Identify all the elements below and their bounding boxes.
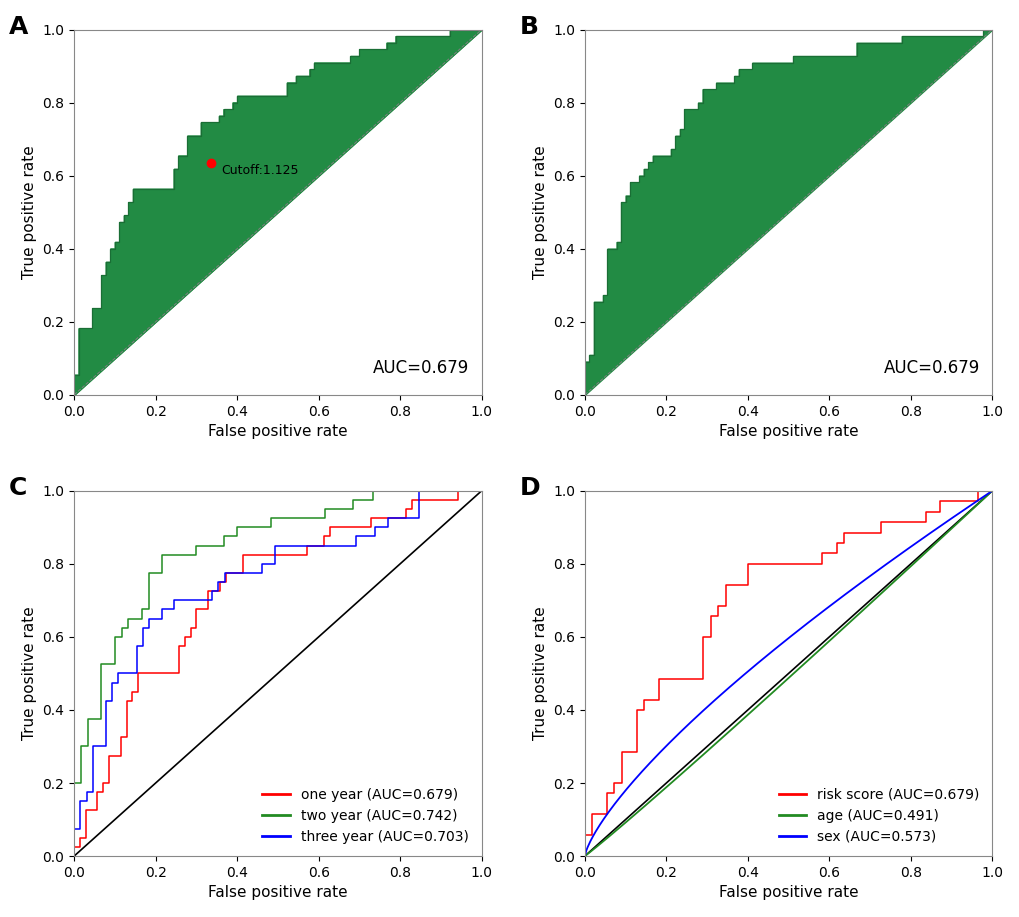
X-axis label: False positive rate: False positive rate [208, 424, 347, 439]
Y-axis label: True positive rate: True positive rate [532, 606, 547, 740]
Text: AUC=0.679: AUC=0.679 [883, 359, 979, 377]
Y-axis label: True positive rate: True positive rate [21, 145, 37, 279]
X-axis label: False positive rate: False positive rate [718, 424, 858, 439]
Text: AUC=0.679: AUC=0.679 [373, 359, 469, 377]
Y-axis label: True positive rate: True positive rate [21, 606, 37, 740]
Legend: one year (AUC=0.679), two year (AUC=0.742), three year (AUC=0.703): one year (AUC=0.679), two year (AUC=0.74… [257, 782, 474, 849]
Y-axis label: True positive rate: True positive rate [532, 145, 547, 279]
Text: A: A [9, 15, 29, 39]
Text: D: D [519, 476, 540, 500]
Text: B: B [519, 15, 538, 39]
Text: Cutoff:1.125: Cutoff:1.125 [221, 164, 299, 177]
Text: C: C [9, 476, 28, 500]
X-axis label: False positive rate: False positive rate [718, 885, 858, 900]
X-axis label: False positive rate: False positive rate [208, 885, 347, 900]
Legend: risk score (AUC=0.679), age (AUC=0.491), sex (AUC=0.573): risk score (AUC=0.679), age (AUC=0.491),… [772, 782, 984, 849]
